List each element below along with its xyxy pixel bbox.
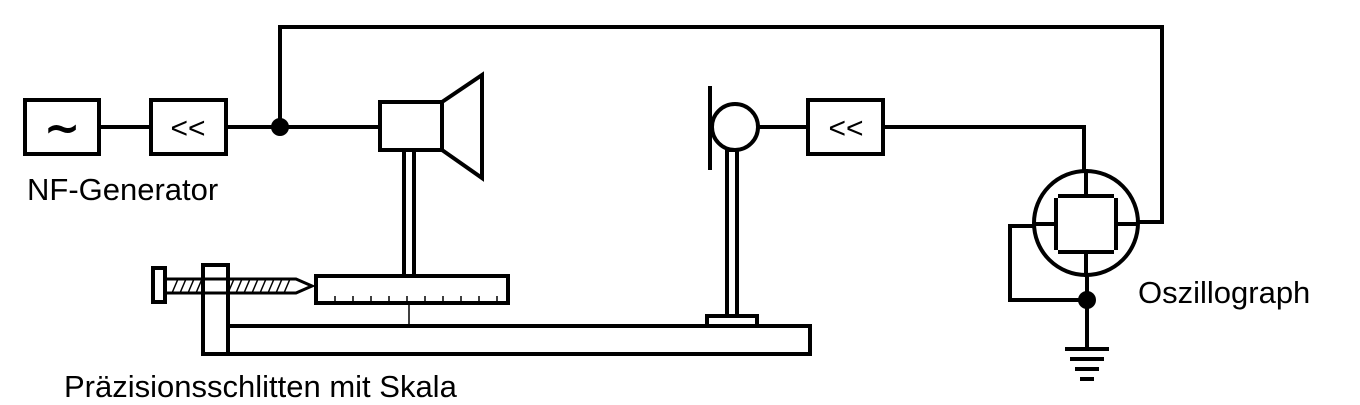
scale-ticks <box>334 296 498 303</box>
wiring <box>97 25 1164 348</box>
oscilloscope <box>1032 169 1140 277</box>
amplifier-left-box <box>149 98 228 156</box>
microphone <box>705 86 760 328</box>
speaker-cone <box>440 71 484 182</box>
loudspeaker <box>378 71 484 278</box>
wire-amplifier-oscilloscope <box>881 125 1086 172</box>
speaker-stand <box>402 148 416 278</box>
generator: ~ <box>23 98 101 156</box>
microphone-capsule <box>710 102 760 152</box>
amplifier-right: << <box>806 98 885 156</box>
amplifier-right-symbol: << <box>828 112 863 145</box>
microphone-stand <box>725 148 739 318</box>
generator-glyph: ~ <box>44 103 81 154</box>
junction-dot-left <box>271 118 289 136</box>
junction-dot-ground <box>1078 291 1096 309</box>
generator-box <box>23 98 101 156</box>
wire-oscilloscope-left <box>1008 224 1089 302</box>
wire-top-loop <box>278 25 1164 224</box>
slide-label: Präzisionsschlitten mit Skala <box>64 369 458 404</box>
precision-slide <box>151 263 812 356</box>
slide-scale <box>314 274 510 305</box>
screw-knob <box>151 266 167 304</box>
microphone-foot <box>705 314 759 328</box>
oscilloscope-label: Oszillograph <box>1138 275 1310 310</box>
screw-shaft <box>163 277 316 295</box>
generator-label: NF-Generator <box>27 172 218 207</box>
amplifier-left: << <box>149 98 228 156</box>
ground-symbol <box>1065 347 1109 381</box>
slide-base-rail <box>226 324 812 356</box>
speaker-body <box>378 100 444 152</box>
amplifier-right-box <box>806 98 885 156</box>
amplifier-left-symbol: << <box>170 112 205 145</box>
screw-thread <box>171 278 291 294</box>
